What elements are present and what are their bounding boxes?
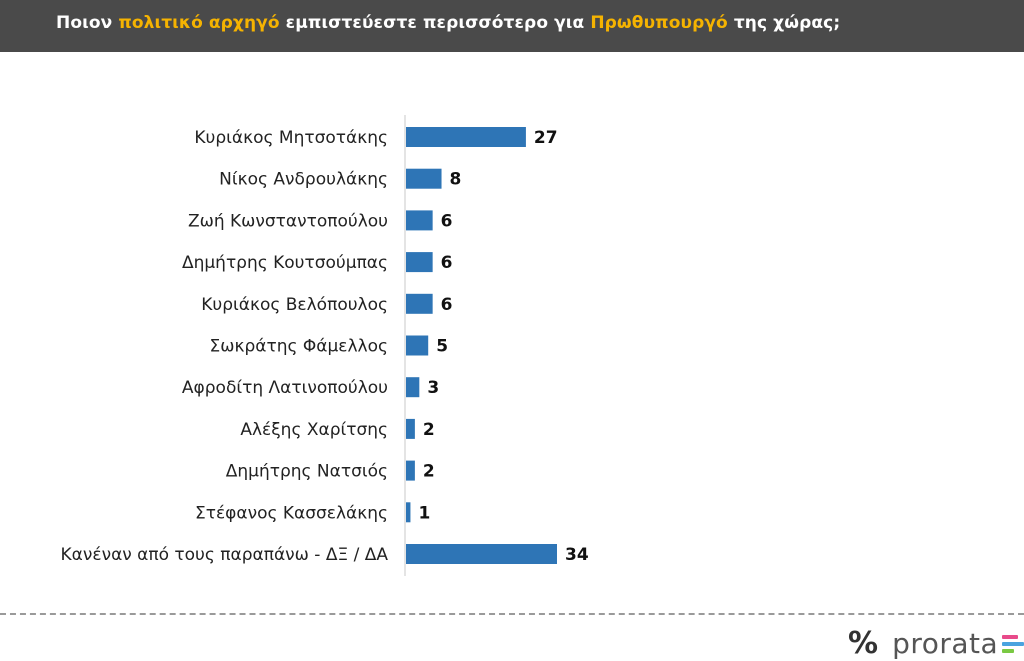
value-label: 6: [441, 211, 453, 231]
brand-logo: % prorata: [848, 628, 1024, 660]
bar: [406, 544, 557, 564]
value-label: 6: [441, 253, 453, 273]
value-label: 5: [436, 337, 448, 357]
value-label: 27: [534, 128, 558, 148]
category-label: Σωκράτης Φάμελλος: [210, 337, 388, 357]
value-label: 34: [565, 545, 589, 565]
category-label: Αφροδίτη Λατινοπούλου: [182, 378, 388, 398]
category-label: Κυριάκος Βελόπουλος: [201, 295, 388, 315]
footer-divider: [0, 613, 1024, 615]
category-label: Στέφανος Κασσελάκης: [195, 503, 388, 523]
title-part: Πρωθυπουργό: [590, 13, 728, 33]
title-part: Ποιον: [56, 13, 119, 33]
brand-bar: [1002, 642, 1024, 646]
bar-chart: Κυριάκος Μητσοτάκης 27 Νίκος Ανδρουλάκης 8 Ζ…: [61, 115, 589, 576]
percent-icon: %: [848, 626, 879, 661]
category-label: Δημήτρης Νατσιός: [226, 462, 388, 482]
chart-title: Ποιον πολιτικό αρχηγό εμπιστεύεστε περισ…: [56, 13, 840, 33]
brand-name: prorata: [892, 627, 999, 660]
bar: [406, 293, 433, 314]
header-bar: Ποιον πολιτικό αρχηγό εμπιστεύεστε περισ…: [0, 0, 1024, 52]
bar: [406, 252, 433, 273]
category-label: Αλέξης Χαρίτσης: [240, 420, 388, 440]
value-label: 8: [450, 170, 462, 190]
bar: [406, 418, 415, 439]
bar: [406, 377, 420, 398]
bar: [406, 502, 411, 523]
category-label: Νίκος Ανδρουλάκης: [219, 170, 388, 190]
bar: [406, 210, 433, 231]
category-label: Κυριάκος Μητσοτάκης: [194, 128, 388, 148]
bar: [406, 168, 442, 189]
category-label: Ζωή Κωνσταντοπούλου: [188, 211, 388, 231]
brand-bar: [1002, 649, 1015, 653]
value-label: 2: [423, 420, 435, 440]
bar: [406, 335, 429, 356]
value-label: 1: [418, 503, 430, 523]
brand-bar: [1002, 635, 1019, 639]
category-label: Δημήτρης Κουτσούμπας: [182, 253, 388, 273]
category-label: Κανέναν από τους παραπάνω - ΔΞ / ΔΑ: [61, 545, 389, 565]
value-label: 6: [441, 295, 453, 315]
brand-bars-icon: [1002, 635, 1024, 653]
title-part: της χώρας;: [727, 13, 841, 33]
title-part: εμπιστεύεστε περισσότερο για: [279, 13, 591, 33]
bar: [406, 460, 415, 481]
title-part: πολιτικό αρχηγό: [118, 13, 280, 33]
value-label: 3: [427, 378, 439, 398]
value-label: 2: [423, 462, 435, 482]
bar: [406, 127, 526, 147]
